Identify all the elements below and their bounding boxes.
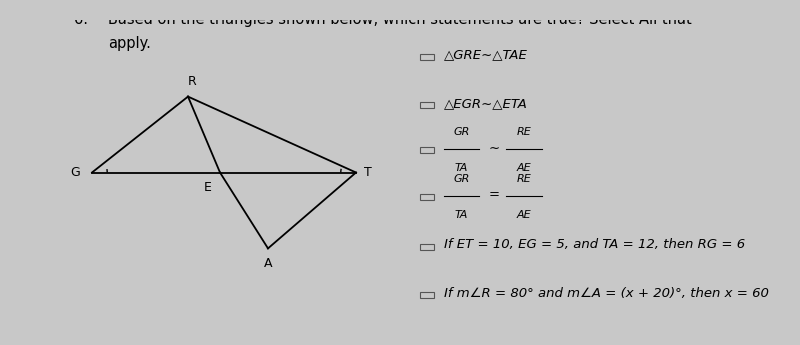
Text: E: E — [204, 181, 212, 194]
Text: =: = — [489, 188, 500, 201]
Text: △GRE∼△TAE: △GRE∼△TAE — [444, 49, 528, 62]
Bar — [420, 102, 434, 108]
Text: AE: AE — [517, 210, 531, 220]
Bar — [420, 292, 434, 298]
Text: RE: RE — [517, 127, 531, 137]
Text: △EGR∼△ETA: △EGR∼△ETA — [444, 97, 528, 110]
Text: 6.: 6. — [74, 12, 89, 27]
Text: R: R — [188, 75, 196, 88]
Bar — [420, 147, 434, 153]
Text: TA: TA — [455, 210, 468, 220]
Text: If ET = 10, EG = 5, and TA = 12, then RG = 6: If ET = 10, EG = 5, and TA = 12, then RG… — [444, 238, 745, 252]
Text: ∼: ∼ — [489, 142, 500, 155]
Text: Based on the triangles shown below, which statements are true? Select All that: Based on the triangles shown below, whic… — [108, 12, 692, 27]
Text: GR: GR — [454, 174, 470, 184]
Text: GR: GR — [454, 127, 470, 137]
Bar — [420, 194, 434, 200]
Text: A: A — [264, 257, 272, 270]
Text: RE: RE — [517, 174, 531, 184]
Text: T: T — [364, 166, 372, 179]
Text: If m∠R = 80° and m∠A = (x + 20)°, then x = 60: If m∠R = 80° and m∠A = (x + 20)°, then x… — [444, 287, 769, 300]
Bar — [420, 244, 434, 250]
Text: AE: AE — [517, 163, 531, 173]
Text: G: G — [70, 166, 80, 179]
Bar — [420, 54, 434, 60]
Text: TA: TA — [455, 163, 468, 173]
Text: apply.: apply. — [108, 36, 151, 51]
